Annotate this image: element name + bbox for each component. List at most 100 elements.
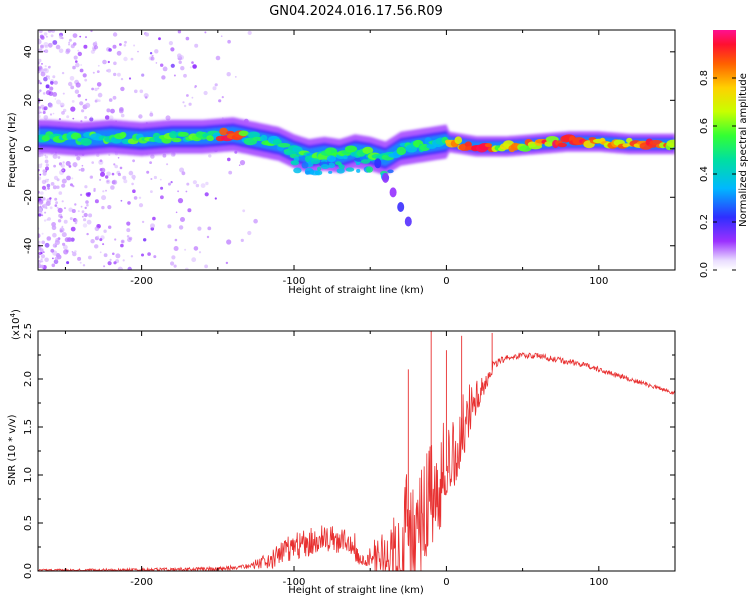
noise-speck — [117, 266, 123, 270]
noise-speck — [186, 182, 190, 186]
noise-speck — [137, 50, 139, 53]
noise-speck — [54, 204, 58, 207]
noise-speck — [88, 213, 93, 218]
ridge-blob — [339, 164, 345, 170]
ridge-blob — [177, 131, 189, 137]
spectrogram-x-ticks: -200 -100 0 100 — [64, 30, 676, 287]
noise-speck — [101, 195, 107, 201]
noise-speck — [131, 182, 134, 186]
noise-speck — [220, 35, 223, 37]
noise-speck — [87, 192, 91, 196]
ridge-blob — [169, 131, 178, 139]
noise-speck — [148, 56, 153, 61]
noise-speck — [182, 101, 185, 104]
noise-speck — [52, 232, 57, 238]
noise-speck — [90, 239, 95, 244]
noise-speck — [66, 175, 71, 181]
noise-speck — [138, 196, 142, 199]
noise-speck — [103, 253, 108, 258]
noise-speck — [53, 80, 58, 85]
noise-speck — [106, 108, 111, 113]
noise-speck — [51, 222, 56, 227]
noise-speck — [79, 261, 82, 264]
noise-speck — [128, 170, 134, 176]
noise-speck — [51, 263, 56, 268]
noise-speck — [101, 205, 105, 210]
noise-speck — [68, 43, 71, 46]
noise-speck — [70, 183, 74, 187]
noise-speck — [62, 242, 66, 246]
spectrogram-x-label: Height of straight line (km) — [288, 285, 424, 296]
noise-speck — [40, 258, 43, 261]
noise-speck — [56, 185, 60, 189]
noise-speck — [228, 170, 233, 175]
x-tick-label: 0 — [443, 577, 449, 588]
noise-speck — [48, 77, 51, 80]
y-tick-label: 0.0 — [23, 563, 34, 579]
noise-speck — [45, 206, 48, 210]
noise-speck — [40, 254, 46, 259]
noise-speck — [141, 253, 144, 257]
noise-speck — [119, 43, 122, 46]
noise-speck — [74, 250, 77, 253]
noise-speck — [49, 206, 53, 210]
noise-speck — [184, 248, 187, 251]
noise-speck — [75, 60, 78, 63]
noise-speck — [61, 36, 64, 40]
noise-speck — [165, 115, 171, 121]
noise-speck — [191, 96, 194, 99]
noise-speck — [191, 257, 197, 263]
noise-speck — [177, 53, 182, 58]
noise-speck — [54, 197, 58, 201]
snr-y-multiplier: (x104) — [9, 309, 22, 340]
noise-speck — [150, 56, 155, 61]
noise-speck — [56, 206, 59, 209]
noise-speck — [166, 163, 169, 166]
noise-speck — [92, 71, 95, 74]
noise-speck — [71, 100, 75, 103]
ridge-blob — [365, 166, 374, 173]
noise-speck — [38, 90, 41, 94]
noise-speck — [80, 64, 83, 66]
noise-speck — [93, 45, 99, 50]
noise-speck — [52, 257, 54, 260]
noise-speck — [99, 178, 102, 181]
noise-speck — [39, 173, 42, 176]
noise-speck — [205, 181, 209, 186]
noise-speck — [45, 166, 49, 171]
noise-speck — [55, 201, 58, 205]
noise-speck — [173, 264, 177, 268]
noise-speck — [71, 209, 76, 213]
noise-speck — [120, 239, 125, 244]
noise-speck — [77, 49, 80, 52]
noise-speck — [59, 229, 63, 233]
noise-speck — [108, 48, 112, 52]
noise-speck — [153, 175, 157, 180]
noise-speck — [41, 214, 44, 217]
colorbar-tick-label: 0.0 — [699, 262, 710, 278]
noise-speck — [179, 167, 185, 173]
noise-speck — [83, 218, 87, 222]
noise-speck — [108, 115, 114, 120]
noise-speck — [183, 104, 187, 108]
y-tick-label: -40 — [23, 238, 34, 254]
noise-speck — [131, 174, 136, 180]
noise-speck — [200, 183, 206, 189]
noise-speck — [53, 259, 59, 265]
noise-speck — [44, 44, 48, 49]
noise-speck — [38, 79, 41, 85]
ridge-blob — [649, 139, 663, 146]
x-tick-label: -200 — [130, 276, 153, 287]
noise-speck — [123, 179, 128, 184]
noise-speck — [168, 182, 171, 186]
noise-speck — [72, 65, 76, 70]
noise-speck — [127, 201, 131, 205]
noise-speck — [227, 39, 231, 44]
noise-speck — [47, 75, 50, 79]
noise-speck — [44, 257, 49, 263]
noise-speck — [74, 219, 79, 223]
noise-speck — [128, 77, 132, 80]
noise-speck — [67, 237, 72, 242]
y-tick-label: 2.5 — [23, 323, 34, 339]
noise-speck — [38, 255, 41, 259]
